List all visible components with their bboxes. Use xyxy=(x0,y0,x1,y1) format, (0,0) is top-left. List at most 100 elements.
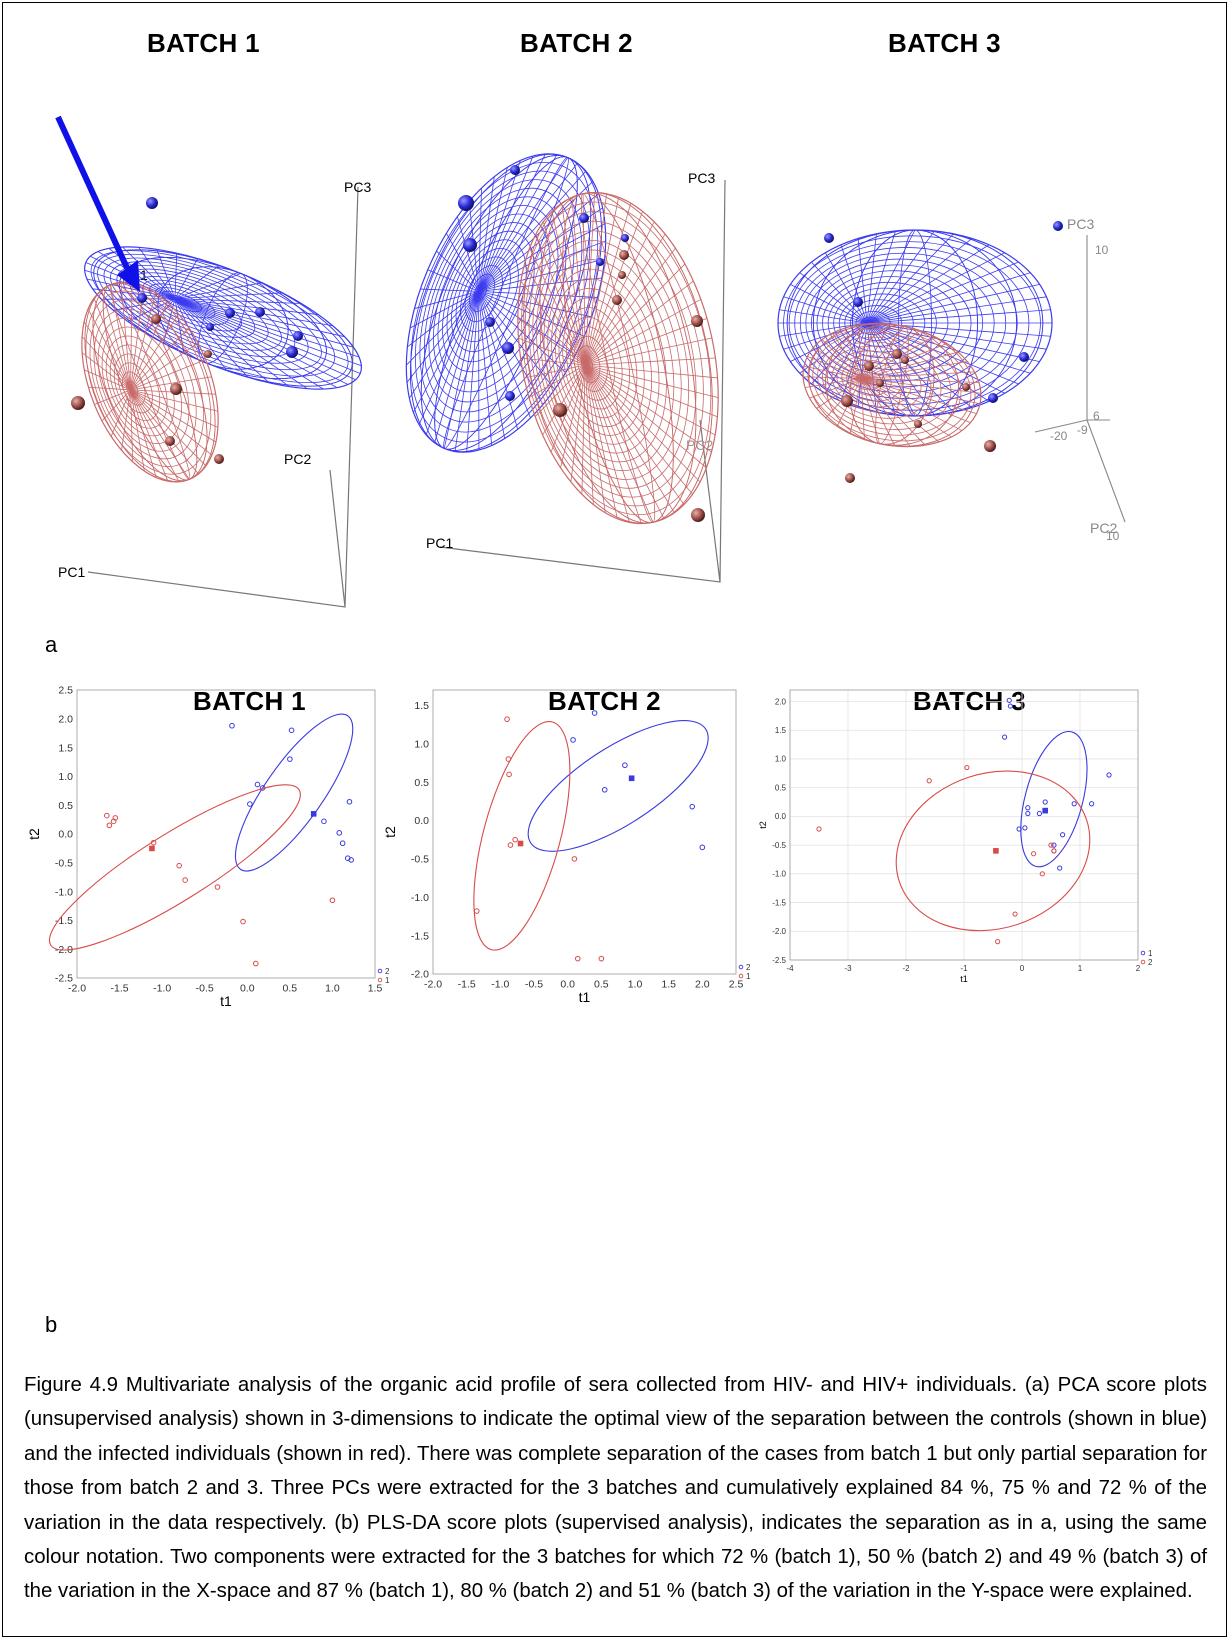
ellipsoid-longitude xyxy=(93,249,353,387)
pca-infected-sphere xyxy=(691,508,705,522)
ellipsoid-meridian xyxy=(866,230,896,324)
ellipsoid-meridian xyxy=(584,364,594,505)
ellipsoid-meridian xyxy=(174,298,270,384)
ellipsoid-meridian xyxy=(87,308,131,391)
data-point xyxy=(504,716,510,722)
plot-frame xyxy=(76,689,376,979)
data-point xyxy=(1025,805,1031,811)
data-point xyxy=(1051,842,1057,848)
ellipsoid-meridian xyxy=(121,389,131,451)
data-point xyxy=(699,844,706,851)
pca-control-sphere xyxy=(293,331,303,341)
ellipsoid-meridian xyxy=(174,292,283,299)
ellipsoid-meridian xyxy=(783,296,868,324)
ellipsoid-meridian xyxy=(478,291,506,439)
ellipsoid-meridian xyxy=(529,248,586,366)
ellipsoid-meridian xyxy=(560,364,586,468)
ellipsoid-meridian xyxy=(584,280,694,366)
ellipsoid-meridian xyxy=(584,364,642,524)
data-point xyxy=(1106,772,1112,778)
ellipsoid-meridian xyxy=(860,378,940,443)
ellipsoid-meridian xyxy=(478,170,587,292)
y-tick-label: 0.5 xyxy=(414,777,429,789)
figure-caption: Figure 4.9 Multivariate analysis of the … xyxy=(24,1374,1207,1603)
ellipsoid-meridian xyxy=(860,378,896,447)
batch3-tick-10-bottom: 10 xyxy=(1106,529,1120,543)
data-point xyxy=(506,771,512,778)
data-point xyxy=(1036,810,1043,817)
class-centroid xyxy=(149,845,155,852)
legend-marker xyxy=(1140,950,1146,956)
ellipsoid-meridian xyxy=(130,389,190,480)
ellipsoid-meridian xyxy=(174,298,290,387)
legend-label: 1 xyxy=(1148,949,1153,958)
legend-label: 1 xyxy=(385,976,390,985)
y-tick-label: 1.5 xyxy=(414,700,429,712)
data-point xyxy=(622,762,628,769)
ellipsoid-meridian xyxy=(584,318,708,366)
ellipsoid-meridian xyxy=(542,364,586,436)
data-point xyxy=(1089,801,1095,807)
ellipsoid-meridian xyxy=(857,238,868,324)
ellipsoid-meridian xyxy=(130,389,217,443)
batch2-axis-pc1-label: PC1 xyxy=(426,535,453,551)
ellipsoid-meridian xyxy=(866,244,990,324)
ellipsoid-meridian xyxy=(861,378,963,431)
x-tick-label: -1.0 xyxy=(153,983,171,995)
ellipsoid-meridian xyxy=(174,298,249,378)
ellipsoid-meridian xyxy=(551,211,586,366)
data-point xyxy=(1060,832,1066,838)
ellipsoid-meridian xyxy=(478,155,534,292)
x-tick-label: 0.0 xyxy=(560,979,575,991)
data-point xyxy=(1039,871,1045,877)
ellipsoid-meridian xyxy=(478,291,585,337)
ellipsoid-meridian xyxy=(861,361,968,379)
x-tick-label: 1.5 xyxy=(368,983,383,995)
y-tick-label: -0.5 xyxy=(772,841,786,850)
data-point xyxy=(1025,810,1031,817)
y-tick-label: 2.0 xyxy=(58,713,73,725)
ellipsoid-meridian xyxy=(418,291,479,425)
ellipsoid-meridian xyxy=(174,298,345,338)
ellipsoid-meridian xyxy=(101,289,131,390)
ellipsoid-meridian xyxy=(130,342,199,391)
data-point xyxy=(1006,697,1012,703)
data-point xyxy=(182,877,188,883)
data-point xyxy=(1007,703,1014,709)
ellipsoid-meridian xyxy=(518,299,586,366)
ellipsoid-meridian xyxy=(809,378,862,399)
ellipsoid-meridian xyxy=(83,321,131,391)
x-tick-label: -0.5 xyxy=(525,979,543,991)
y-tick-label: 0.5 xyxy=(775,783,787,792)
pca-control-sphere xyxy=(458,195,474,211)
ellipsoid-meridian xyxy=(584,364,685,505)
batch1-control-ellipsoid xyxy=(84,246,362,390)
x-tick-label: 1 xyxy=(1078,964,1083,973)
data-point xyxy=(995,939,1001,945)
ellipsoid-meridian xyxy=(407,291,479,348)
x-tick-label: -1.5 xyxy=(111,983,129,995)
panel-b-title-batch-2: BATCH 2 xyxy=(548,686,661,716)
data-point xyxy=(1002,734,1008,740)
ellipsoid-meridian xyxy=(478,160,521,292)
data-point xyxy=(247,801,253,807)
y-tick-label: -0.5 xyxy=(411,854,429,866)
ellipsoid-meridian xyxy=(86,278,176,299)
y-tick-label: -2.0 xyxy=(411,969,429,981)
y-tick-label: -1.0 xyxy=(772,870,786,879)
pca-control-sphere xyxy=(1053,221,1063,231)
ellipsoid-meridian xyxy=(860,378,865,440)
confidence-ellipse xyxy=(1020,730,1088,868)
ellipsoid-meridian xyxy=(584,298,702,366)
pca-control-sphere xyxy=(485,317,495,327)
x-tick-label: 1.5 xyxy=(661,979,676,991)
legend-label: 2 xyxy=(1148,958,1153,967)
data-point xyxy=(1022,825,1028,831)
batch1-axis-pc3-label: PC3 xyxy=(344,179,371,195)
ellipsoid-meridian xyxy=(866,322,973,408)
ellipsoid-longitude xyxy=(808,323,976,447)
ellipsoid-meridian xyxy=(866,322,916,417)
ellipsoid-meridian xyxy=(478,193,599,292)
ellipsoid-meridian xyxy=(861,371,975,379)
